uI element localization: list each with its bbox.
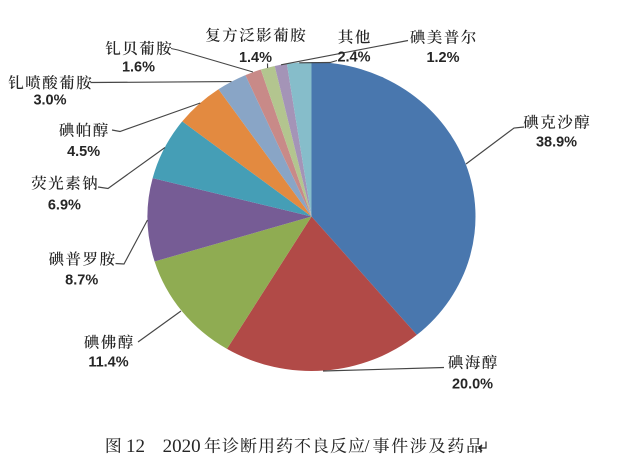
- svg-text:1.4%: 1.4%: [239, 50, 272, 66]
- svg-text:8.7%: 8.7%: [65, 272, 98, 288]
- svg-text:/: /: [365, 436, 370, 456]
- svg-text:12: 12: [126, 436, 145, 457]
- svg-text:1.6%: 1.6%: [122, 59, 155, 75]
- svg-text:1.2%: 1.2%: [426, 50, 459, 66]
- svg-text:20.0%: 20.0%: [452, 376, 493, 392]
- svg-text:2020: 2020: [163, 436, 201, 457]
- svg-text:2.4%: 2.4%: [337, 49, 370, 65]
- svg-text:11.4%: 11.4%: [88, 355, 128, 371]
- svg-text:6.9%: 6.9%: [48, 198, 81, 214]
- svg-text:4.5%: 4.5%: [67, 144, 100, 160]
- svg-text:3.0%: 3.0%: [33, 92, 66, 108]
- svg-text:38.9%: 38.9%: [536, 135, 577, 151]
